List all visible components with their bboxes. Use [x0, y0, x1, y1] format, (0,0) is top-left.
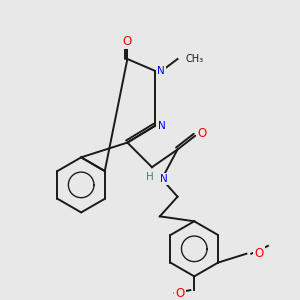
Text: N: N	[158, 121, 166, 131]
Text: N: N	[157, 66, 165, 76]
Text: O: O	[254, 247, 263, 260]
Text: H: H	[146, 172, 154, 182]
Text: CH₃: CH₃	[185, 54, 203, 64]
Text: O: O	[197, 127, 206, 140]
Text: N: N	[160, 174, 168, 184]
Text: O: O	[175, 286, 184, 300]
Text: O: O	[123, 35, 132, 48]
